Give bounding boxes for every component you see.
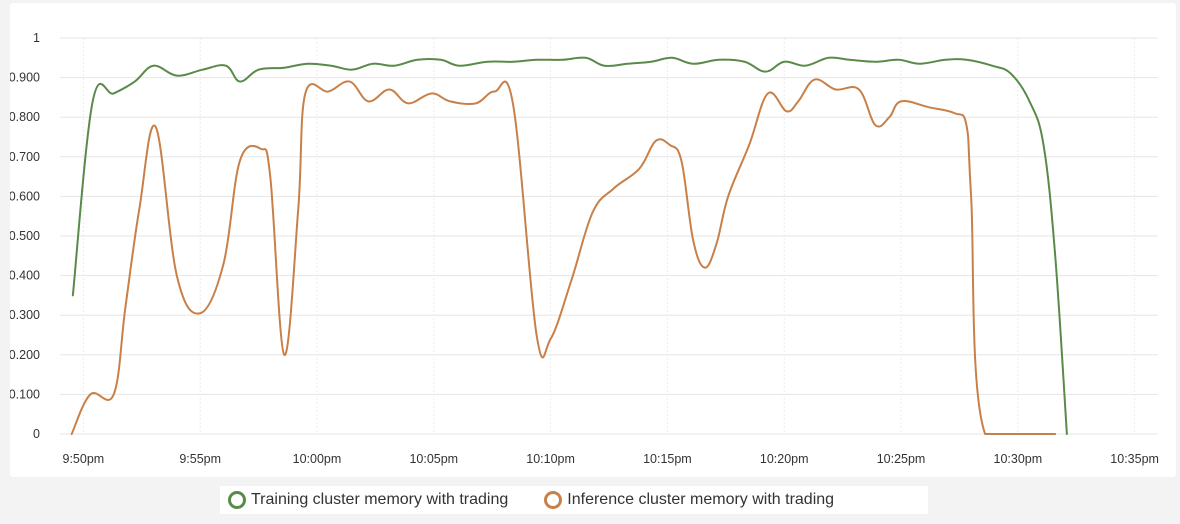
x-tick-label: 10:15pm: [643, 452, 692, 466]
line-chart: 0 0.100 0.200 0.300 0.400 0.500 0.600 0.700 0.80…: [10, 31, 1159, 466]
y-tick-label: 0.800: [10, 110, 40, 124]
x-tick-label: 9:55pm: [179, 452, 221, 466]
y-tick-label: 0.500: [10, 229, 40, 243]
y-tick-label: 0.300: [10, 308, 40, 322]
y-tick-label: 0: [33, 427, 40, 441]
y-axis: 0 0.100 0.200 0.300 0.400 0.500 0.600 0.700 0.80…: [10, 31, 40, 441]
y-tick-label: 0.200: [10, 348, 40, 362]
plot-area: 0 0.100 0.200 0.300 0.400 0.500 0.600 0.700 0.80…: [10, 3, 1176, 477]
y-tick-label: 0.700: [10, 150, 40, 164]
series-layer: [70, 56, 1068, 436]
x-tick-label: 10:35pm: [1110, 452, 1159, 466]
series-line-inference: [70, 78, 1057, 436]
x-tick-label: 10:25pm: [877, 452, 926, 466]
legend-item-training[interactable]: Training cluster memory with trading: [228, 491, 508, 509]
x-tick-label: 10:20pm: [760, 452, 809, 466]
x-tick-label: 9:50pm: [63, 452, 105, 466]
y-tick-label: 0.100: [10, 387, 40, 401]
x-tick-label: 10:30pm: [994, 452, 1043, 466]
x-axis: 9:50pm 9:55pm 10:00pm 10:05pm 10:10pm 10:15pm…: [63, 452, 1159, 466]
series-line-training: [71, 56, 1068, 435]
x-tick-label: 10:00pm: [293, 452, 342, 466]
y-tick-label: 1: [33, 31, 40, 45]
y-tick-label: 0.400: [10, 269, 40, 283]
legend-label-training: Training cluster memory with trading: [251, 491, 509, 508]
grid: [60, 37, 1158, 435]
legend-swatch-training: [228, 491, 246, 509]
x-tick-label: 10:05pm: [409, 452, 458, 466]
y-tick-label: 0.900: [10, 71, 40, 85]
x-tick-label: 10:10pm: [526, 452, 575, 466]
legend-item-inference[interactable]: Inference cluster memory with trading: [544, 491, 834, 509]
legend-label-inference: Inference cluster memory with trading: [567, 491, 835, 508]
legend: Training cluster memory with trading Inf…: [220, 486, 928, 514]
legend-swatch-inference: [544, 491, 563, 509]
y-tick-label: 0.600: [10, 189, 40, 203]
